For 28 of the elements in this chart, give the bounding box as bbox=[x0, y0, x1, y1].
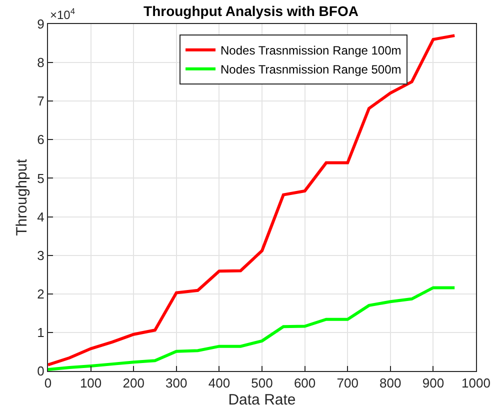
y-tick-label: 5 bbox=[37, 170, 44, 186]
x-tick-label: 600 bbox=[294, 376, 316, 391]
x-tick-label: 800 bbox=[380, 376, 402, 391]
x-axis-title: Data Rate bbox=[228, 392, 296, 409]
x-tick-label: 200 bbox=[122, 376, 144, 391]
y-tick-label: 3 bbox=[37, 248, 44, 263]
x-tick-label: 400 bbox=[208, 376, 230, 391]
legend-label: Nodes Trasnmission Range 500m bbox=[220, 62, 402, 77]
y-tick-label: 1 bbox=[37, 324, 44, 340]
y-tick-label: 8 bbox=[37, 55, 44, 70]
y-tick-label: 0 bbox=[37, 364, 44, 379]
line-series bbox=[48, 34, 456, 366]
text: ×10$^{4}$ bbox=[50, 6, 76, 22]
x-tick-label: 700 bbox=[336, 376, 358, 391]
y-tick-label: 6 bbox=[37, 132, 44, 148]
chart-title: Throughput Analysis with BFOA bbox=[144, 3, 358, 20]
line-series bbox=[48, 286, 456, 371]
y-axis-title: Throughput bbox=[13, 158, 30, 236]
y-tick-label: 9 bbox=[37, 16, 44, 32]
x-tick-label: 500 bbox=[251, 376, 273, 391]
x-tick-label: 900 bbox=[422, 376, 444, 391]
x-tick-label: 300 bbox=[166, 376, 188, 391]
y-tick-label: 4 bbox=[37, 209, 44, 224]
y-tick-label: 2 bbox=[37, 286, 44, 302]
x-tick-label: 100 bbox=[80, 376, 102, 391]
y-tick-label: 7 bbox=[37, 94, 44, 109]
x-tick-label: 1000 bbox=[462, 376, 490, 391]
legend-label: Nodes Trasnmission Range 100m bbox=[220, 44, 402, 58]
